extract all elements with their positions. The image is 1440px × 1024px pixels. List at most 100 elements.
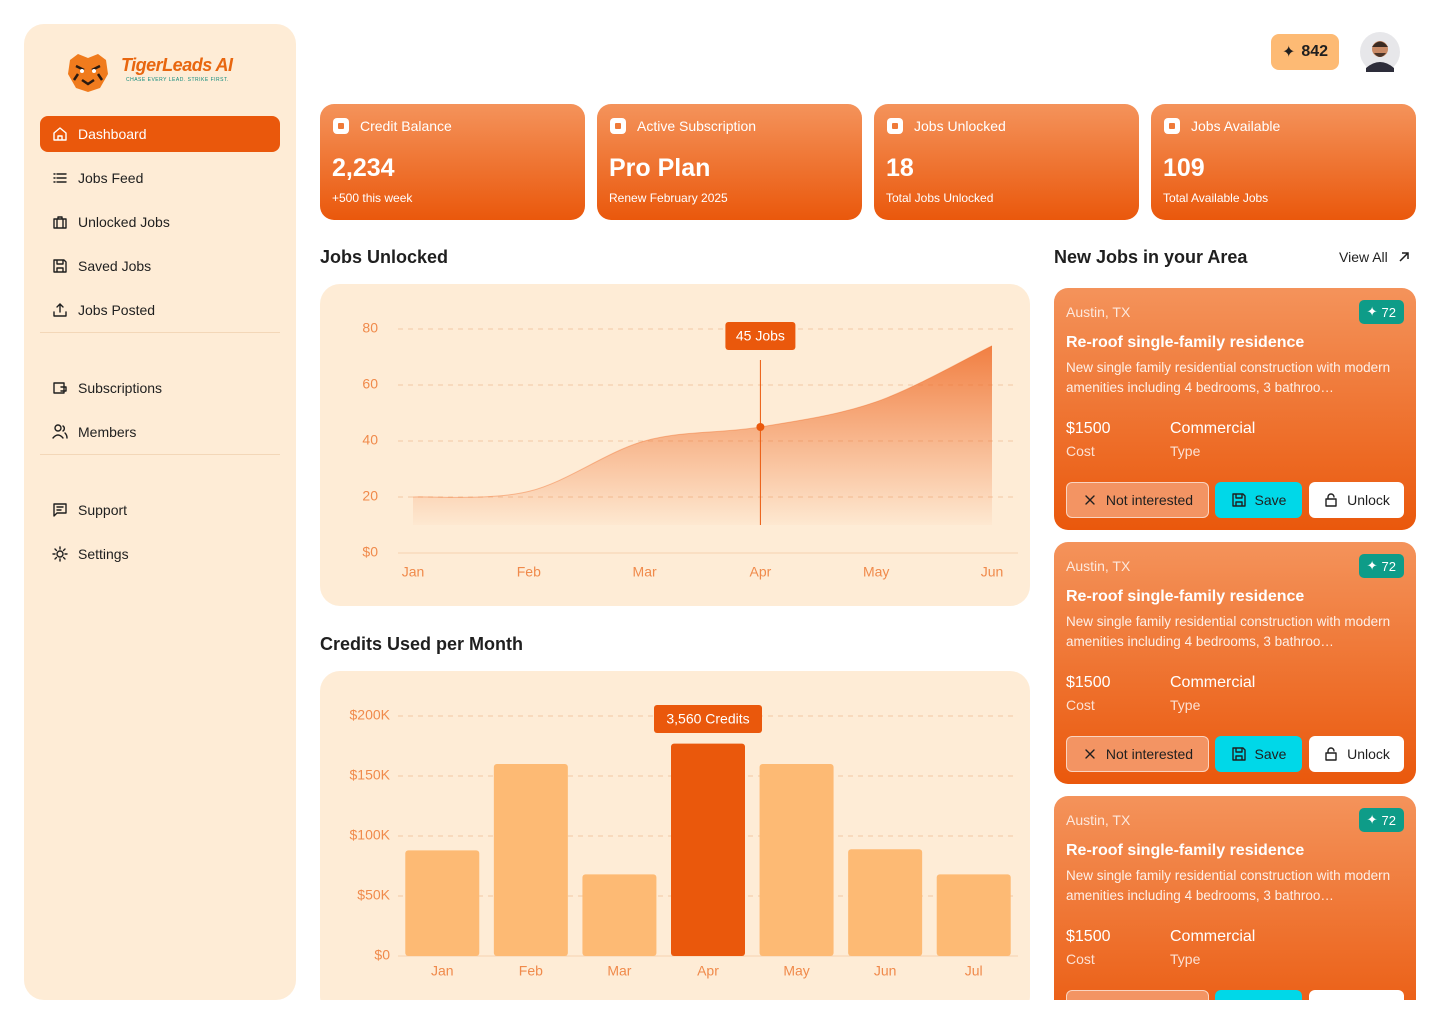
job-location: Austin, TX (1066, 812, 1131, 828)
job-price: $1500 (1066, 674, 1111, 691)
bar (848, 849, 923, 956)
score-value: 72 (1381, 812, 1396, 828)
line (412, 345, 993, 498)
button-label: Save (1254, 492, 1287, 508)
button-label: Not interested (1105, 746, 1194, 762)
y-tick-label: 60 (362, 376, 378, 392)
action-button[interactable]: Not interested (1066, 736, 1209, 772)
icon-shape (615, 123, 621, 129)
bar (582, 874, 657, 956)
y-tick-label: $0 (374, 947, 390, 963)
action-button[interactable]: Save (1215, 736, 1302, 772)
icon (53, 127, 67, 141)
job-price-label: Cost (1066, 697, 1095, 713)
job-type: Commercial (1170, 420, 1256, 437)
icon (52, 546, 68, 562)
icon-shape (338, 123, 344, 129)
chart-title: Jobs Unlocked (320, 247, 449, 267)
nav-separator (40, 332, 280, 333)
x-tick-label: May (783, 963, 809, 979)
nav-separator (40, 454, 280, 455)
bar-chart-card: $0 $50K $100K $150K $200K Jan Feb Mar Apr May Jun J… (320, 671, 1030, 1000)
tooltip-box (725, 322, 796, 350)
stat-card: Active Subscription Pro Plan Renew Februar… (597, 104, 862, 220)
stat-note: Total Jobs Unlocked (886, 191, 994, 205)
stat-card: Jobs Available 109 Total Available Jobs (1151, 104, 1416, 220)
nav-label: Support (78, 502, 128, 518)
action-button[interactable]: Not interested (1066, 990, 1209, 1000)
sparkle-icon: ✦ (1366, 558, 1378, 573)
nav-item[interactable]: Settings (40, 536, 280, 572)
job-card[interactable]: Austin, TX ✦ 72 Re-roof single-family resid… (1054, 542, 1416, 784)
job-card[interactable]: Austin, TX ✦ 72 Re-roof single-family resid… (1054, 288, 1416, 530)
nav-item[interactable]: Jobs Feed (40, 160, 280, 196)
job-card[interactable]: Austin, TX ✦ 72 Re-roof single-family resid… (1054, 796, 1416, 1000)
bar (405, 850, 480, 956)
action-button[interactable]: Unlock (1309, 990, 1404, 1000)
x-tick-label: Apr (750, 564, 772, 580)
icon-shape (53, 303, 67, 317)
score-value: 72 (1381, 558, 1396, 574)
nav-item[interactable]: Members (40, 414, 280, 450)
job-type-label: Type (1170, 697, 1201, 713)
nav-label: Subscriptions (78, 380, 163, 396)
sparkle-icon: ✦ (1366, 812, 1378, 827)
job-type: Commercial (1170, 928, 1256, 945)
job-price: $1500 (1066, 420, 1111, 437)
icon (1085, 495, 1095, 505)
nav-item[interactable]: Saved Jobs (40, 248, 280, 284)
bar (671, 743, 745, 956)
action-button[interactable]: Unlock (1309, 482, 1404, 518)
icon (1231, 747, 1246, 761)
sparkle-icon: ✦ (1366, 304, 1378, 319)
sidebar: TigerLeads AI CHASE EVERY LEAD. STRIKE F… (24, 24, 296, 1000)
x-tick-label: Jul (965, 963, 983, 979)
nav-label: Saved Jobs (78, 258, 152, 274)
job-title: Re-roof single-family residence (1066, 588, 1305, 605)
avatar[interactable] (1360, 32, 1400, 72)
icon-shape (53, 216, 67, 229)
nav-item[interactable]: Support (40, 492, 280, 528)
action-button[interactable]: Save (1215, 482, 1302, 518)
action-button[interactable]: Unlock (1309, 736, 1404, 772)
icon-shape (892, 123, 898, 129)
stat-card: Jobs Unlocked 18 Total Jobs Unlocked (874, 104, 1139, 220)
nav-item[interactable]: Unlocked Jobs (40, 204, 280, 240)
icon (53, 173, 67, 183)
x-tick-label: Jun (874, 963, 897, 979)
icon-shape (1231, 747, 1246, 761)
nav-label: Jobs Feed (78, 170, 144, 186)
stat-icon (886, 117, 904, 140)
job-location: Austin, TX (1066, 304, 1131, 320)
job-title: Re-roof single-family residence (1066, 842, 1305, 859)
credits-badge[interactable]: ✦ 842 (1271, 34, 1339, 70)
nav-label: Dashboard (78, 126, 147, 142)
nav-item[interactable]: Dashboard (40, 116, 280, 152)
icon-shape (1325, 493, 1337, 507)
x-tick-label: Jan (402, 564, 425, 580)
icon-shape (52, 546, 68, 562)
tooltip-text: 3,560 Credits (666, 711, 749, 727)
job-location: Austin, TX (1066, 558, 1131, 574)
action-button[interactable]: Save (1215, 990, 1302, 1000)
icon-shape (53, 127, 67, 141)
x-tick-label: Jan (431, 963, 454, 979)
x-tick-label: Mar (607, 963, 631, 979)
x-tick-label: Feb (519, 963, 543, 979)
view-all-link[interactable]: View All (1339, 249, 1410, 265)
icon (53, 382, 67, 394)
nav-label: Members (78, 424, 137, 440)
stat-note: Total Available Jobs (1163, 191, 1269, 205)
logo-icon (68, 54, 108, 92)
icon-shape (53, 173, 67, 183)
job-type-label: Type (1170, 951, 1201, 967)
action-button[interactable]: Not interested (1066, 482, 1209, 518)
x-tick-label: Mar (633, 564, 657, 580)
nav-item[interactable]: Subscriptions (40, 370, 280, 406)
stat-title: Jobs Unlocked (914, 118, 1006, 134)
score-value: 72 (1381, 304, 1396, 320)
credits-value: 842 (1301, 43, 1329, 60)
nav-item[interactable]: Jobs Posted (40, 292, 280, 328)
y-tick-label: $0 (362, 544, 378, 560)
